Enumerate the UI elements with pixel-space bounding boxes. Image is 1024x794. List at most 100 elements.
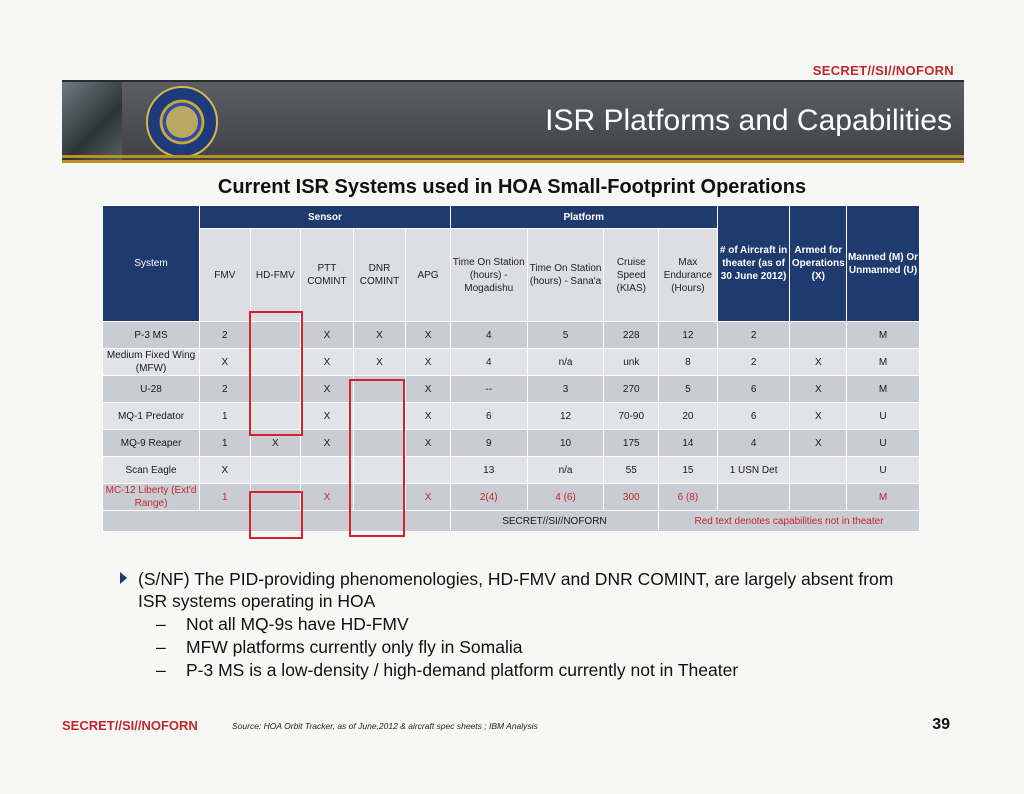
table-cell: X (789, 375, 848, 403)
table-cell (249, 375, 302, 403)
sensor-col-header: PTT COMINT (300, 228, 354, 322)
platform-group-header: Platform (449, 205, 718, 229)
table-cell: X (789, 348, 848, 376)
table-cell (352, 402, 407, 430)
table-cell: 3 (526, 375, 605, 403)
system-name-cell: MQ-1 Predator (101, 402, 201, 430)
table-cell: 4 (449, 348, 528, 376)
table-cell: n/a (526, 456, 605, 484)
table-cell: M (846, 483, 920, 511)
table-row: MC-12 Liberty (Ext'd Range) 1 X X 2(4) 4 (6) 3… (101, 483, 920, 511)
table-cell: 6 (8) (658, 483, 718, 511)
system-name-cell: Scan Eagle (101, 456, 201, 484)
table-cell: 12 (658, 321, 718, 349)
table-cell: X (405, 483, 451, 511)
table-cell: 2(4) (449, 483, 528, 511)
table-cell (249, 483, 302, 511)
table-cell: X (405, 321, 451, 349)
table-cell: 300 (603, 483, 660, 511)
footer-spacer (102, 510, 451, 532)
table-cell: 14 (658, 429, 718, 457)
table-cell: X (405, 375, 451, 403)
table-cell (789, 321, 848, 349)
table-cell: 2 (716, 348, 791, 376)
table-cell: 270 (603, 375, 660, 403)
footer-classification: SECRET//SI//NOFORN (449, 510, 660, 532)
source-note: Source: HOA Orbit Tracker, as of June,20… (232, 721, 538, 731)
agency-seal-logo (146, 86, 218, 158)
table-cell: X (300, 483, 354, 511)
table-cell: X (789, 402, 848, 430)
table-row: Scan Eagle X 13 n/a 55 15 1 USN Det U (101, 456, 920, 484)
table-cell: X (300, 429, 354, 457)
sensor-col-header: DNR COMINT (352, 228, 407, 322)
banner-divider (62, 155, 964, 158)
classification-bottom: SECRET//SI//NOFORN (62, 718, 198, 733)
table-cell: X (199, 456, 251, 484)
table-cell (405, 456, 451, 484)
sub-bullet-text: MFW platforms currently only fly in Soma… (186, 637, 523, 657)
table-body: P-3 MS 2 X X X 4 5 228 12 2 M Medium Fixed Wing (MF… (101, 321, 920, 511)
table-cell: X (405, 429, 451, 457)
table-cell: 13 (449, 456, 528, 484)
table-cell: 10 (526, 429, 605, 457)
classification-top: SECRET//SI//NOFORN (812, 63, 954, 78)
footer-note: Red text denotes capabilities not in the… (658, 510, 920, 532)
armed-header: Armed for Operations (X) (789, 205, 848, 322)
table-cell: X (199, 348, 251, 376)
system-name-cell: P-3 MS (101, 321, 201, 349)
table-cell (789, 483, 848, 511)
table-cell: X (249, 429, 302, 457)
sensor-col-header: HD-FMV (249, 228, 302, 322)
page-number: 39 (932, 716, 950, 733)
table-cell: M (846, 375, 920, 403)
table-cell: 175 (603, 429, 660, 457)
table-cell (352, 429, 407, 457)
table-cell: 1 (199, 402, 251, 430)
bullet-text: (S/NF) The PID-providing phenomenologies… (138, 569, 894, 611)
table-cell (249, 348, 302, 376)
platform-col-header: Time On Station (hours) - Sana'a (526, 228, 605, 322)
banner-photo (62, 82, 122, 160)
table-cell (352, 483, 407, 511)
table-row: MQ-9 Reaper 1 X X X 9 10 175 14 4 X U (101, 429, 920, 457)
manned-header: Manned (M) Or Unmanned (U) (846, 205, 920, 322)
table-cell: 55 (603, 456, 660, 484)
table-cell: 9 (449, 429, 528, 457)
sub-bullet: – MFW platforms currently only fly in Som… (156, 637, 523, 657)
table-row: Medium Fixed Wing (MFW) X X X X 4 n/a unk 8 2 X M (101, 348, 920, 376)
table-cell: X (300, 402, 354, 430)
bullet-list: (S/NF) The PID-providing phenomenologies… (120, 568, 920, 681)
table-cell: 2 (716, 321, 791, 349)
table-cell: 1 (199, 429, 251, 457)
sensor-group-header: Sensor (199, 205, 451, 229)
table-cell: 20 (658, 402, 718, 430)
table-cell: 6 (716, 402, 791, 430)
table-cell: 1 USN Det (716, 456, 791, 484)
table-cell: X (789, 429, 848, 457)
table-cell: M (846, 321, 920, 349)
table-cell: 2 (199, 375, 251, 403)
platform-col-header: Max Endurance (Hours) (658, 228, 718, 322)
system-name-cell: Medium Fixed Wing (MFW) (101, 348, 201, 376)
table-cell: U (846, 402, 920, 430)
table-cell: 5 (658, 375, 718, 403)
table-cell: 70-90 (603, 402, 660, 430)
table-cell (789, 456, 848, 484)
table-row: U-28 2 X X -- 3 270 5 6 X M (101, 375, 920, 403)
system-header: System (101, 205, 201, 322)
table-cell: 5 (526, 321, 605, 349)
table-cell: 228 (603, 321, 660, 349)
table-cell: 4 (716, 429, 791, 457)
table-cell: 1 (199, 483, 251, 511)
table-cell: X (352, 348, 407, 376)
table-cell: U (846, 429, 920, 457)
sub-bullet-text: P-3 MS is a low-density / high-demand pl… (186, 660, 739, 680)
bullet-item: (S/NF) The PID-providing phenomenologies… (120, 568, 920, 612)
table-cell (716, 483, 791, 511)
title-banner: ISR Platforms and Capabilities (62, 80, 964, 163)
table-cell: 6 (449, 402, 528, 430)
platform-col-header: Time On Station (hours) - Mogadishu (449, 228, 528, 322)
table-cell: n/a (526, 348, 605, 376)
table-cell: X (300, 348, 354, 376)
